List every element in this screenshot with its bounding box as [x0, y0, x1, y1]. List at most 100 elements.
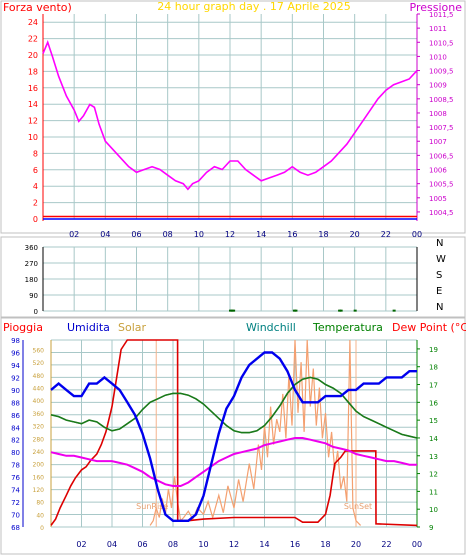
direction-point [229, 309, 232, 312]
legend-solar: Solar [118, 321, 147, 334]
compass-label: N [436, 238, 443, 249]
left-tick-label: 8 [33, 149, 38, 158]
right-tick-label: 1004,5 [429, 209, 454, 217]
x-tick-label: 06 [131, 230, 141, 239]
direction-point [230, 309, 234, 312]
direction-tick-label: 0 [34, 308, 38, 316]
x-tick-label: 16 [290, 540, 300, 549]
series-line-pioggia [50, 339, 418, 527]
x-tick-label: 12 [225, 230, 235, 239]
x-tick-label: 00 [412, 540, 422, 549]
direction-point [339, 309, 343, 312]
humidity-tick-label: 92 [11, 374, 20, 382]
solar-tick-label: 440 [33, 386, 45, 393]
solar-tick-label: 80 [36, 500, 44, 507]
x-tick-label: 04 [100, 230, 110, 239]
left-tick-label: 10 [28, 133, 38, 142]
x-tick-label: 00 [412, 230, 422, 239]
humidity-tick-label: 84 [11, 424, 20, 432]
solar-tick-label: 400 [33, 398, 45, 405]
right-tick-label: 1005,5 [429, 181, 454, 189]
left-tick-label: 22 [28, 35, 38, 44]
direction-tick-label: 90 [29, 292, 38, 300]
humidity-tick-label: 74 [11, 487, 20, 495]
solar-tick-label: 520 [33, 360, 45, 367]
x-tick-label: 12 [229, 540, 239, 549]
series-line-pressure [42, 40, 418, 191]
x-tick-label: 18 [318, 230, 328, 239]
humidity-tick-label: 90 [11, 387, 20, 395]
right-tick-label: 1009,5 [429, 68, 454, 76]
series-line-dew-point-c- [50, 437, 417, 487]
right-tick-label: 1009 [429, 82, 447, 90]
panel-1-right-label: Pressione [410, 1, 463, 14]
direction-point [292, 309, 296, 312]
humidity-tick-label: 86 [11, 412, 20, 420]
x-tick-label: 22 [381, 230, 391, 239]
left-tick-label: 0 [33, 215, 38, 224]
temp-tick-label: 15 [429, 417, 438, 425]
x-tick-label: 06 [137, 540, 147, 549]
temp-tick-label: 14 [429, 435, 438, 443]
panel-2-frame [0, 236, 466, 318]
x-tick-label: 14 [256, 230, 266, 239]
right-tick-label: 1007 [429, 138, 447, 146]
x-tick-label: 02 [76, 540, 86, 549]
series-line-temperatura [50, 376, 418, 439]
solar-tick-label: 560 [33, 348, 45, 355]
solar-tick-label: 120 [33, 487, 45, 494]
humidity-tick-label: 78 [11, 462, 20, 470]
direction-point [392, 309, 396, 312]
temp-tick-label: 12 [429, 471, 438, 479]
direction-point [232, 309, 236, 312]
temp-tick-label: 13 [429, 453, 438, 461]
direction-tick-label: 180 [25, 276, 38, 284]
left-tick-label: 24 [28, 18, 38, 27]
right-tick-label: 1010 [429, 53, 447, 61]
x-tick-label: 14 [259, 540, 269, 549]
solar-tick-label: 480 [33, 373, 45, 380]
right-tick-label: 1005 [429, 195, 447, 203]
temp-tick-label: 19 [429, 346, 438, 354]
panel-1-left-label: Forza vento) [3, 1, 72, 14]
temp-tick-label: 9 [429, 524, 433, 532]
x-tick-label: 02 [69, 230, 79, 239]
solar-tick-label: 240 [33, 449, 45, 456]
right-tick-label: 1008,5 [429, 96, 454, 104]
legend-pioggia: Pioggia [3, 321, 43, 334]
series-line-solar [149, 339, 362, 526]
direction-tick-label: 270 [25, 260, 38, 268]
panel-3-plot: 6870727476788082848688909294969804080120… [11, 337, 438, 549]
temp-tick-label: 18 [429, 364, 438, 372]
panel-3-frame [0, 317, 466, 555]
right-tick-label: 1011,5 [429, 11, 454, 19]
temp-tick-label: 17 [429, 382, 438, 390]
humidity-tick-label: 88 [11, 399, 20, 407]
left-tick-label: 18 [28, 67, 38, 76]
solar-tick-label: 320 [33, 424, 45, 431]
compass-label: N [436, 302, 443, 313]
solar-tick-label: 200 [33, 462, 45, 469]
legend-windchill: Windchill [246, 321, 296, 334]
x-tick-label: 08 [163, 230, 173, 239]
sunset-label: SunSet [344, 502, 372, 511]
humidity-tick-label: 98 [11, 337, 20, 345]
right-tick-label: 1010,5 [429, 39, 454, 47]
x-tick-label: 16 [287, 230, 297, 239]
compass-label: W [436, 254, 446, 265]
x-tick-label: 22 [381, 540, 391, 549]
x-tick-label: 10 [198, 540, 208, 549]
humidity-tick-label: 82 [11, 437, 20, 445]
direction-point [338, 309, 342, 312]
humidity-tick-label: 94 [11, 362, 20, 370]
x-tick-label: 18 [320, 540, 330, 549]
left-tick-label: 16 [28, 84, 38, 93]
compass-label: S [436, 270, 442, 281]
legend-dew-point: Dew Point (°C) [392, 321, 466, 334]
right-tick-label: 1006,5 [429, 152, 454, 160]
solar-tick-label: 160 [33, 474, 45, 481]
x-tick-label: 20 [350, 230, 360, 239]
